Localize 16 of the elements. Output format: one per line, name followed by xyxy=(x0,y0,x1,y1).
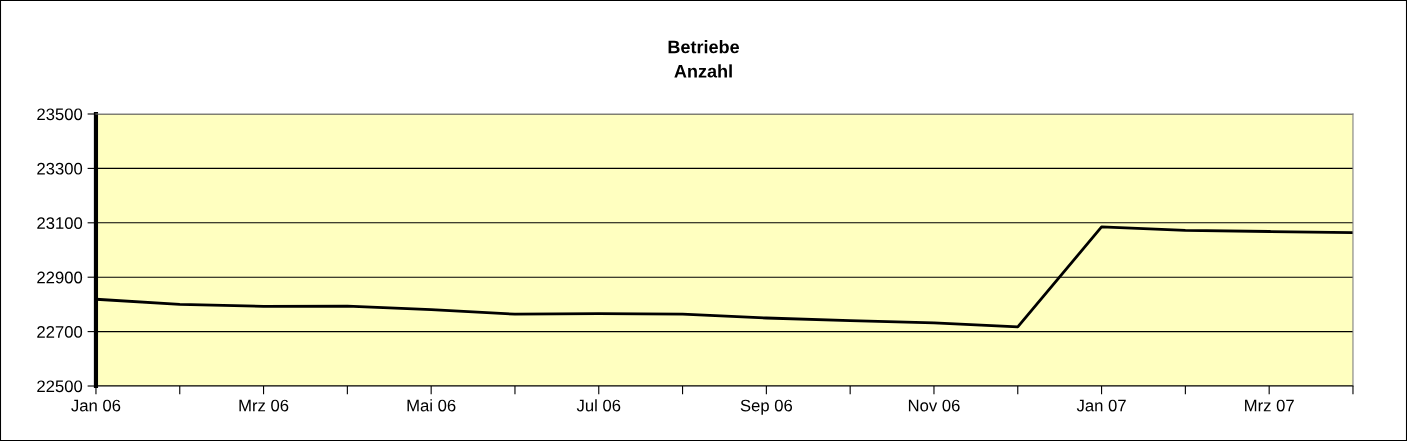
x-tick-label: Jan 06 xyxy=(71,399,121,412)
chart-subtitle: Anzahl xyxy=(674,64,732,78)
y-tick-label: 23300 xyxy=(37,162,83,175)
x-tick-label: Jan 07 xyxy=(1076,399,1126,412)
y-tick-label: 23100 xyxy=(37,217,83,230)
x-tick-label: Mrz 06 xyxy=(239,399,289,412)
y-tick-label: 22500 xyxy=(37,380,83,393)
x-tick-label: Mrz 07 xyxy=(1245,399,1294,412)
x-tick-label: Mai 06 xyxy=(407,399,456,412)
y-tick-label: 22700 xyxy=(37,326,83,338)
x-tick-label: Jul 06 xyxy=(576,399,621,412)
chart-title: Betriebe xyxy=(668,40,740,54)
y-tick-label: 23500 xyxy=(37,108,83,121)
x-tick-label: Sep 06 xyxy=(740,399,793,415)
x-tick-label: Nov 06 xyxy=(908,399,960,412)
y-tick-label: 22900 xyxy=(37,271,83,284)
